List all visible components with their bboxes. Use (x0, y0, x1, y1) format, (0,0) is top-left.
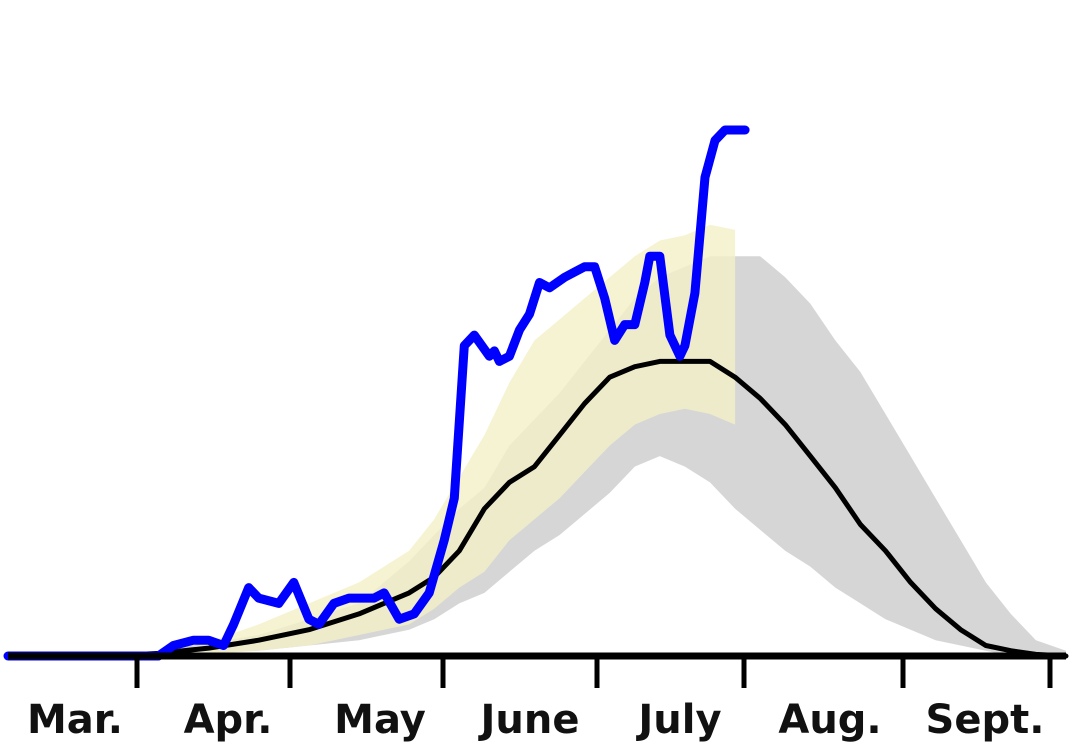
series-lines (3, 125, 1069, 661)
x-tick-label-1: Apr. (184, 697, 273, 743)
x-axis-tick-labels: Mar. Apr. May June July Aug. Sept. (27, 697, 1044, 743)
uncertainty-band-1 (183, 224, 736, 656)
x-tick-label-6: Sept. (926, 697, 1045, 743)
series-line-observed (3, 125, 750, 661)
x-tick-label-3: June (478, 697, 580, 743)
series-line-median (5, 358, 1069, 659)
x-tick-label-4: July (635, 697, 721, 743)
x-axis-ticks (134, 656, 1053, 688)
x-tick-label-5: Aug. (778, 697, 881, 743)
uncertainty-bands (158, 224, 1066, 656)
uncertainty-band-0 (158, 256, 1066, 656)
x-tick-label-0: Mar. (27, 697, 123, 743)
x-tick-label-2: May (334, 697, 426, 743)
